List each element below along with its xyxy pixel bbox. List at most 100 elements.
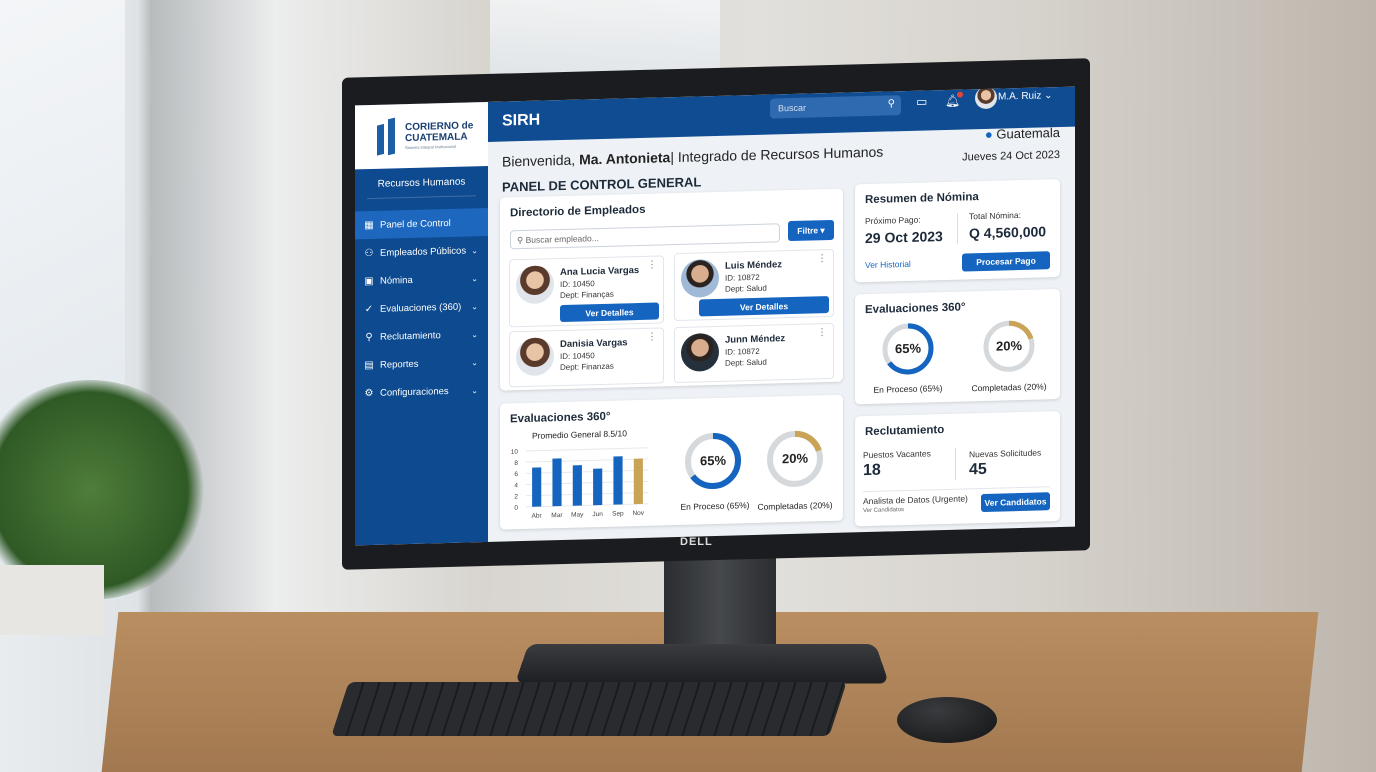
in-process-ring [882, 323, 934, 375]
monitor-stand [664, 550, 776, 660]
completed-value: 20% [781, 450, 809, 467]
employee-photo [681, 332, 719, 372]
monitor-brand: DELL [680, 536, 713, 548]
check-circle-icon: ✓ [364, 303, 374, 315]
x-tick-label: Nov [632, 510, 644, 517]
users-icon: ⚇ [364, 247, 374, 259]
completed-ring [983, 320, 1035, 372]
payroll-card: Resumen de Nómina Próximo Pago: 29 Oct 2… [855, 178, 1060, 283]
view-candidates-button[interactable]: Ver Candidatos [981, 492, 1050, 513]
sidebar-item-panel[interactable]: ▦ Panel de Control [355, 207, 488, 240]
sidebar-item-empleados[interactable]: ⚇ Empleados Públicos ⌄ [364, 245, 478, 259]
search-person-icon: ⚲ [365, 331, 373, 343]
history-link[interactable]: Ver Historial [865, 258, 911, 271]
chevron-down-icon: ⌄ [471, 273, 478, 283]
gridline [526, 469, 648, 474]
screen: CORIERNO de CUATEMALA Sistema Integral In… [355, 86, 1075, 546]
filter-button[interactable]: Filtre ▾ [788, 219, 834, 242]
chart-title: Promedio General 8.5/10 [532, 428, 627, 440]
bar-may [572, 465, 582, 506]
plant-pot [0, 565, 104, 635]
chevron-down-icon: ⌄ [471, 385, 478, 395]
completed-label: Completadas (20%) [757, 499, 833, 512]
location: ● Guatemala [984, 124, 1060, 142]
more-icon[interactable]: ⋮ [647, 331, 657, 343]
y-tick-label: 2 [514, 493, 518, 500]
avatar[interactable] [975, 86, 997, 110]
sidebar: CORIERNO de CUATEMALA Sistema Integral In… [355, 101, 488, 546]
employee-card: Junn Méndez ID: 10872 Dept: Salud ⋮ [674, 322, 834, 384]
gridline [526, 458, 648, 463]
view-details-button[interactable]: Ver Detalles [699, 296, 829, 317]
search-icon: ⚲ [887, 98, 895, 110]
notification-badge [957, 91, 963, 98]
y-tick-label: 4 [514, 482, 518, 489]
recruitment-card: Reclutamiento Puestos Vacantes 18 Nuevas… [855, 410, 1060, 527]
next-payment: 29 Oct 2023 [865, 228, 943, 247]
completed-ring [767, 430, 823, 487]
employee-photo [681, 258, 719, 298]
employee-card: Ana Lucia Vargas ID: 10450 Dept: Finança… [509, 255, 664, 328]
global-search[interactable]: Buscar ⚲ [770, 95, 901, 119]
card-title: Directorio de Empleados [510, 203, 646, 220]
card-title: Reclutamiento [865, 423, 945, 439]
sidebar-item-reclutamiento[interactable]: ⚲ Reclutamiento ⌄ [355, 320, 488, 351]
chevron-down-icon: ⌄ [471, 357, 478, 367]
process-payment-button[interactable]: Procesar Pago [962, 251, 1050, 272]
employee-card: Luis Méndez ID: 10872 Dept: Salud ⋮ Ver … [674, 248, 834, 322]
sidebar-item-reportes[interactable]: ▤ Reportes ⌄ [364, 357, 478, 371]
more-icon[interactable]: ⋮ [817, 253, 827, 265]
bar-jun [593, 468, 603, 506]
employee-photo [516, 265, 554, 305]
x-tick-label: Mar [551, 512, 563, 519]
app-title: SIRH [502, 111, 541, 130]
employee-search-input[interactable]: ⚲ Buscar empleado... [510, 223, 780, 250]
card-title: Evaluaciones 360° [865, 301, 966, 317]
view-details-button[interactable]: Ver Detalles [560, 302, 659, 323]
more-icon[interactable]: ⋮ [817, 327, 827, 339]
bar-abr [532, 467, 542, 507]
x-tick-label: May [571, 511, 584, 518]
plant [0, 380, 210, 600]
y-tick-label: 8 [514, 460, 518, 467]
directory-card: Directorio de Empleados ⚲ Buscar emplead… [500, 188, 843, 391]
gridline [526, 447, 648, 452]
date: Jueves 24 Oct 2023 [962, 148, 1060, 164]
x-tick-label: Jun [592, 511, 603, 518]
sidebar-item-configuraciones[interactable]: ⚙ Configuraciones ⌄ [364, 385, 478, 399]
x-tick-label: Sep [612, 510, 624, 517]
sidebar-section-title: Recursos Humanos [367, 166, 476, 200]
user-menu[interactable]: M.A. Ruiz ⌄ [998, 90, 1053, 103]
bar-mar [552, 458, 562, 507]
employee-photo [516, 337, 554, 377]
x-tick-label: Abr [532, 513, 543, 520]
bar-sep [613, 456, 623, 505]
vacancies-count: 18 [863, 461, 881, 480]
bar-chart: Promedio General 8.5/10 0 2 4 6 8 10 Abr Mar May J… [511, 428, 648, 520]
chevron-down-icon: ⌄ [471, 245, 478, 255]
welcome-text: Bienvenida, Ma. Antonieta| Integrado de … [502, 143, 884, 170]
mouse [897, 697, 997, 743]
y-tick-label: 10 [511, 449, 519, 456]
urgent-position: Analista de Datos (Urgente) [863, 493, 968, 507]
gridline [526, 480, 648, 486]
evaluations-summary-card: Evaluaciones 360° 65% En Proceso (65%) 2… [855, 288, 1060, 405]
pin-icon: ● [984, 126, 993, 142]
bar-nov [633, 458, 643, 505]
in-process-value: 65% [699, 452, 727, 469]
gear-icon: ⚙ [364, 387, 374, 399]
y-tick-label: 0 [514, 505, 518, 512]
employee-card: Danisia Vargas ID: 10450 Dept: Finanzas … [509, 327, 664, 388]
sidebar-item-evaluaciones[interactable]: ✓ Evaluaciones (360) ⌄ [364, 301, 478, 315]
gridline [526, 503, 648, 508]
chevron-down-icon: ⌄ [471, 301, 478, 311]
chevron-down-icon: ⌄ [471, 329, 478, 339]
y-tick-label: 6 [514, 471, 518, 478]
more-icon[interactable]: ⋮ [647, 259, 657, 271]
sidebar-item-nomina[interactable]: ▣ Nómina ⌄ [364, 273, 478, 287]
gridline [526, 492, 648, 497]
logo: CORIERNO de CUATEMALA Sistema Integral In… [355, 101, 488, 170]
chat-icon[interactable]: ▭ [916, 94, 928, 109]
total-payroll: Q 4,560,000 [969, 223, 1047, 242]
in-process-label: En Proceso (65%) [680, 500, 750, 512]
